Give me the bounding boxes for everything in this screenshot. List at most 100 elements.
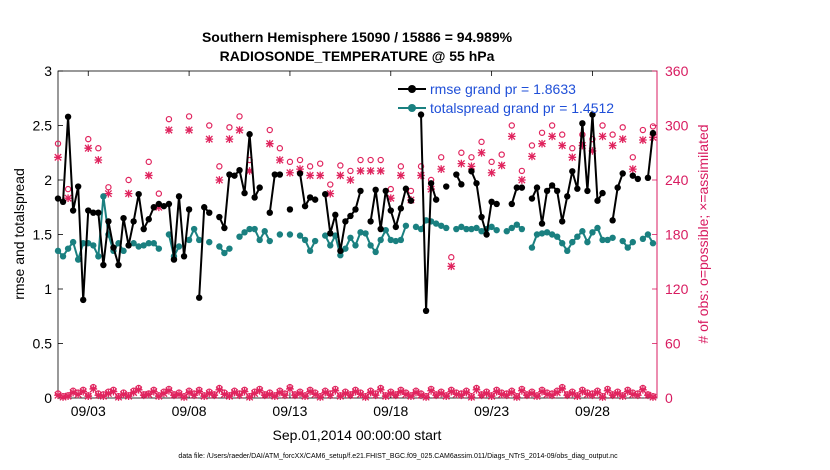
- obs-assimilated-marker: [518, 386, 526, 395]
- obs-assimilated-marker: [538, 387, 546, 396]
- obs-assimilated-marker: [276, 388, 284, 397]
- spread-point: [155, 245, 163, 252]
- spread-point: [629, 238, 636, 246]
- obs-assimilated-marker: [185, 388, 193, 397]
- rmse-point: [518, 184, 526, 191]
- obs-assimilated-marker: [492, 387, 501, 396]
- spread-point: [261, 228, 268, 235]
- obs-assimilated-marker: [296, 165, 304, 173]
- spread-point: [574, 233, 581, 240]
- obs-assimilated-marker: [578, 141, 587, 150]
- x-tick-label: 09/03: [71, 403, 106, 419]
- obs-possible-marker: [559, 131, 566, 138]
- spread-point: [135, 243, 142, 250]
- rmse-point: [528, 195, 536, 202]
- obs-assimilated-marker: [538, 139, 546, 148]
- obs-assimilated-marker: [628, 390, 637, 399]
- obs-assimilated-marker: [543, 390, 551, 399]
- obs-assimilated-marker: [265, 390, 274, 399]
- spread-point: [584, 238, 591, 246]
- obs-assimilated-marker: [134, 385, 143, 394]
- rmse-point: [478, 213, 485, 221]
- obs-assimilated-marker: [447, 262, 456, 271]
- obs-assimilated-marker: [608, 391, 617, 400]
- obs-assimilated-marker: [225, 392, 234, 401]
- obs-assimilated-marker: [528, 389, 536, 398]
- obs-assimilated-marker: [336, 171, 345, 180]
- rmse-point: [170, 256, 178, 263]
- obs-assimilated-marker: [175, 390, 183, 399]
- rmse-point: [584, 187, 591, 195]
- rmse-point: [483, 231, 490, 238]
- obs-assimilated-marker: [391, 391, 400, 400]
- rmse-point: [357, 187, 364, 195]
- rmse-line: [646, 133, 654, 178]
- obs-assimilated-marker: [64, 392, 72, 401]
- obs-assimilated-marker: [210, 391, 219, 400]
- obs-possible-marker: [649, 123, 657, 130]
- obs-assimilated-marker: [386, 194, 395, 203]
- spread-point: [195, 236, 203, 244]
- obs-assimilated-marker: [104, 389, 113, 398]
- rmse-point: [559, 218, 566, 225]
- obs-possible-marker: [266, 126, 273, 134]
- rmse-point: [246, 131, 253, 138]
- obs-assimilated-marker: [477, 391, 486, 400]
- obs-assimilated-marker: [155, 392, 163, 401]
- rmse-point: [538, 220, 546, 227]
- obs-assimilated-marker: [578, 387, 587, 396]
- rmse-point: [140, 225, 147, 233]
- obs-assimilated-marker: [200, 392, 209, 401]
- chart-title-line1: Southern Hemisphere 15090 / 15886 = 94.9…: [202, 29, 513, 45]
- obs-assimilated-marker: [487, 168, 496, 177]
- obs-assimilated-marker: [477, 148, 486, 157]
- obs-assimilated-marker: [497, 390, 506, 399]
- obs-assimilated-marker: [563, 391, 572, 400]
- obs-assimilated-marker: [149, 387, 158, 396]
- spread-point: [165, 231, 173, 238]
- spread-point: [387, 236, 394, 244]
- obs-possible-marker: [367, 156, 374, 164]
- obs-possible-marker: [458, 149, 465, 156]
- spread-point: [266, 237, 273, 245]
- rmse-point: [130, 218, 137, 225]
- rmse-point: [155, 200, 163, 208]
- obs-assimilated-marker: [129, 388, 138, 397]
- obs-assimilated-marker: [402, 390, 410, 399]
- obs-assimilated-marker: [598, 393, 607, 401]
- obs-assimilated-marker: [507, 388, 516, 397]
- obs-assimilated-marker: [447, 387, 456, 396]
- y-right-tick-label: 120: [665, 281, 689, 297]
- obs-assimilated-marker: [639, 136, 647, 144]
- obs-assimilated-marker: [412, 388, 420, 397]
- obs-assimilated-marker: [623, 387, 632, 396]
- spread-point: [226, 245, 233, 252]
- obs-assimilated-marker: [568, 153, 577, 162]
- spread-point: [437, 222, 445, 229]
- obs-possible-marker: [347, 167, 354, 175]
- obs-assimilated-marker: [437, 165, 446, 173]
- obs-assimilated-marker: [467, 393, 476, 401]
- obs-assimilated-marker: [583, 390, 592, 399]
- obs-assimilated-marker: [386, 389, 395, 398]
- spread-point: [513, 221, 521, 228]
- obs-possible-marker: [145, 158, 152, 166]
- x-tick-label: 09/13: [272, 403, 307, 419]
- obs-possible-marker: [478, 138, 485, 146]
- rmse-point: [180, 253, 188, 260]
- rmse-point: [417, 111, 425, 118]
- y-left-tick-label: 0: [44, 390, 52, 406]
- obs-assimilated-marker: [69, 388, 77, 397]
- obs-assimilated-marker: [205, 135, 214, 143]
- rmse-point: [453, 171, 460, 178]
- spread-point: [528, 244, 536, 251]
- rmse-point: [337, 247, 344, 255]
- x-tick-label: 09/28: [575, 403, 610, 419]
- obs-assimilated-marker: [528, 152, 536, 161]
- rmse-point: [493, 200, 500, 208]
- obs-possible-marker: [54, 140, 62, 147]
- obs-assimilated-marker: [351, 387, 360, 396]
- obs-assimilated-marker: [286, 168, 294, 177]
- spread-point: [362, 230, 369, 237]
- spread-point: [296, 232, 304, 239]
